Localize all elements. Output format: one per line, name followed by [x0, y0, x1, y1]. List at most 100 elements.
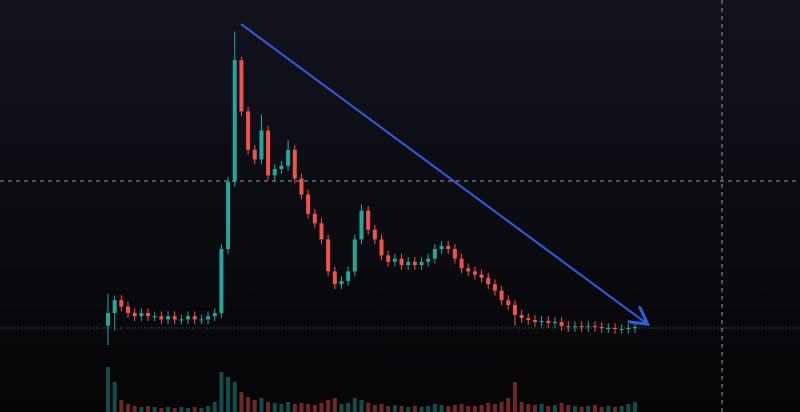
volume-bar	[519, 402, 524, 412]
candle-body	[346, 271, 351, 281]
volume-bar	[499, 402, 504, 412]
volume-bar	[572, 406, 577, 412]
candle-body	[366, 210, 371, 230]
volume-bar	[119, 400, 124, 412]
volume-bar	[146, 406, 151, 412]
candle-body	[152, 316, 157, 318]
candle-body	[339, 281, 344, 285]
candle-body	[459, 258, 464, 269]
volume-bar	[279, 404, 284, 412]
volume-bar	[239, 392, 244, 412]
candle-body	[105, 313, 111, 326]
volume-bar	[466, 406, 471, 412]
volume-bar	[359, 400, 364, 412]
volume-bar	[152, 407, 157, 412]
candle-body	[606, 328, 611, 330]
volume-bar	[506, 398, 511, 412]
candle-body	[452, 249, 457, 259]
candle-body	[572, 326, 577, 328]
candle-body	[526, 318, 531, 321]
volume-bar	[559, 403, 564, 412]
volume-bar	[232, 382, 237, 412]
volume-bar	[406, 407, 411, 412]
candle-body	[399, 258, 404, 265]
volume-bar	[586, 406, 591, 412]
candle-body	[519, 314, 524, 319]
candle-body	[532, 320, 537, 322]
candle-body	[512, 305, 517, 315]
volume-bar	[532, 405, 537, 412]
volume-bar	[139, 407, 144, 412]
candle-body	[579, 326, 584, 328]
candle-body	[246, 111, 251, 150]
trend-arrow	[240, 23, 646, 323]
candle-body	[286, 149, 291, 166]
volume-bar	[326, 400, 331, 412]
candle-body	[199, 319, 204, 321]
volume-bar	[372, 405, 377, 412]
candle-body	[386, 255, 391, 262]
candle-body	[126, 306, 131, 313]
volume-bar	[346, 403, 351, 412]
volume-bar	[619, 406, 624, 412]
volume-bar	[352, 398, 357, 412]
candle-body	[406, 261, 411, 265]
volume-bar	[259, 398, 264, 412]
volume-bar	[379, 404, 384, 412]
candle-body	[179, 319, 184, 321]
candle-body	[172, 316, 177, 320]
candle-body	[112, 300, 117, 313]
candle-body	[432, 249, 437, 259]
candle-body	[546, 321, 551, 323]
volume-bar	[132, 406, 137, 412]
candle-body	[486, 277, 491, 285]
candle-body	[472, 271, 477, 275]
volume-bar	[472, 406, 477, 412]
candle-body	[552, 321, 557, 323]
volume-bar	[332, 398, 337, 412]
volume-bar	[206, 406, 211, 412]
volume-bar	[546, 406, 551, 412]
candle-body	[559, 321, 564, 327]
candle-body	[379, 239, 384, 256]
candle-body	[359, 210, 364, 240]
volume-bar	[159, 408, 164, 412]
volume-bar	[552, 405, 557, 412]
candle-body	[319, 223, 324, 240]
volume-bar	[179, 407, 184, 412]
candle-body	[446, 245, 451, 249]
candle-body	[159, 316, 164, 320]
candle-body	[492, 284, 497, 291]
volume-bar	[246, 397, 251, 412]
volume-bar	[526, 404, 531, 412]
volume-bar	[105, 367, 111, 412]
candle-body	[212, 313, 217, 317]
candle-body	[466, 268, 471, 272]
volume-bar	[426, 406, 431, 412]
candle-body	[312, 213, 317, 224]
candle-body	[239, 60, 244, 112]
volume-bar	[632, 402, 638, 412]
candle-body	[419, 261, 424, 265]
volume-bar	[446, 406, 451, 412]
candle-layer	[105, 31, 638, 345]
candle-body	[539, 321, 544, 322]
volume-bar	[566, 405, 571, 412]
candle-body	[139, 313, 144, 317]
candle-body	[599, 327, 604, 329]
candle-body	[352, 239, 357, 272]
volume-bar	[592, 405, 597, 412]
candle-body	[219, 249, 224, 313]
candle-body	[252, 149, 257, 160]
candle-body	[426, 258, 431, 262]
volume-bar	[266, 402, 271, 412]
volume-bar	[626, 404, 631, 412]
volume-bar	[252, 400, 257, 412]
candle-body	[632, 327, 638, 329]
candle-body	[332, 271, 337, 285]
candle-body	[566, 326, 571, 328]
volume-bar	[419, 407, 424, 412]
volume-bar	[606, 406, 611, 412]
